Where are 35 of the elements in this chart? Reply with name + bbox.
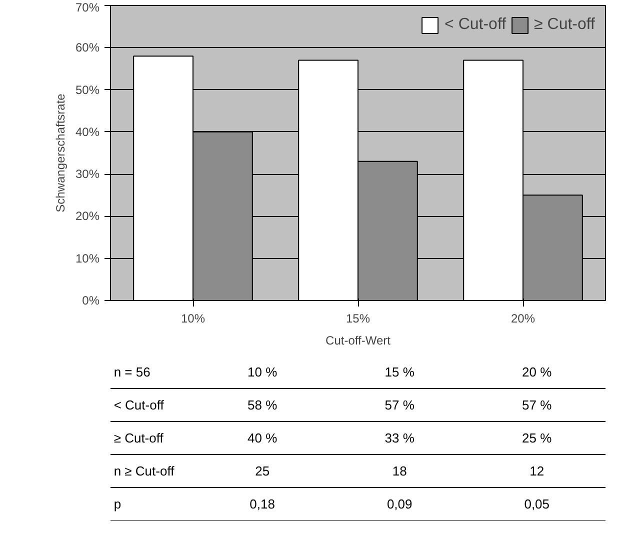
legend-label: < Cut-off xyxy=(444,16,506,34)
y-tick-label: 60% xyxy=(75,40,100,55)
text: n = 56 xyxy=(114,364,150,380)
y-tick-label: 30% xyxy=(75,167,100,182)
data-label: 57 % xyxy=(522,398,552,412)
y-tick-label: 0% xyxy=(82,294,100,308)
text: ≥ Cut-off xyxy=(114,430,164,446)
x-tick-label: 15% xyxy=(346,312,370,326)
data-label: 25 % xyxy=(522,430,552,446)
y-tick-label: 10% xyxy=(75,251,100,266)
data-label: 58 % xyxy=(248,398,278,412)
y-tick-label: 50% xyxy=(75,82,100,97)
text: 18 xyxy=(392,464,407,478)
text: 0,05 xyxy=(524,496,550,512)
text: n ≥ Cut-off xyxy=(114,464,175,478)
y-tick-label: 40% xyxy=(75,124,100,139)
text: 0,09 xyxy=(386,496,412,512)
x-tick-label: 10% xyxy=(180,312,206,326)
text: p xyxy=(114,496,122,512)
x-tick-label: 20% xyxy=(510,312,536,326)
data-label: 33 % xyxy=(384,430,415,446)
text: 20 % xyxy=(522,364,552,380)
x-axis-title: Cut-off-Wert xyxy=(326,334,392,348)
legend-label: ≥ Cut-off xyxy=(534,16,595,34)
text: 15 % xyxy=(384,364,415,380)
data-label: 40 % xyxy=(248,430,278,446)
y-axis-title: Schwangerschaftsrate xyxy=(53,93,68,212)
text: < Cut-off xyxy=(114,398,164,412)
text: 25 xyxy=(255,464,270,478)
text: 10 % xyxy=(248,364,278,380)
data-label: 57 % xyxy=(384,398,415,412)
text: 0,18 xyxy=(250,496,275,512)
y-tick-label: 70% xyxy=(75,0,100,14)
text: 12 xyxy=(530,464,544,478)
y-tick-label: 20% xyxy=(75,209,100,224)
